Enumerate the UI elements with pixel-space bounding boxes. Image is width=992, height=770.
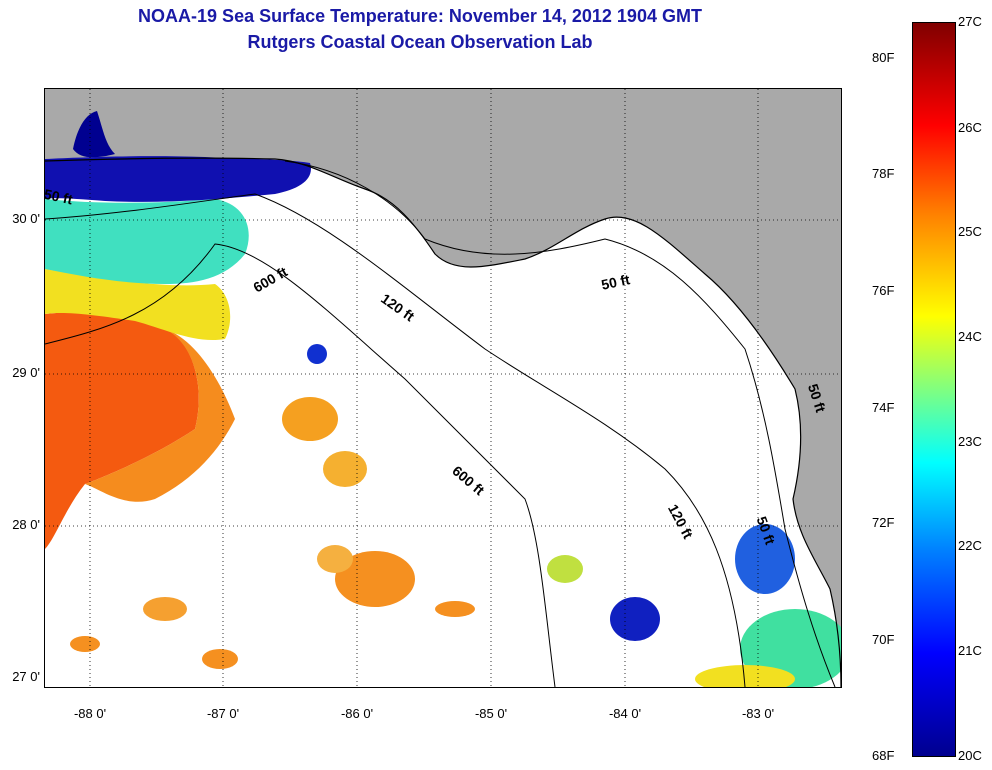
sst-map[interactable]: 50 ft 600 ft 120 ft 50 ft 600 ft 120 ft … — [44, 88, 842, 688]
colorbar-label-f: 78F — [872, 166, 895, 181]
contour-600ft — [45, 243, 556, 687]
lon-label: -86 0' — [340, 706, 374, 721]
lat-label: 29 0' — [12, 365, 40, 380]
sst-patch — [735, 524, 795, 594]
colorbar-label-c: 21C — [958, 643, 982, 658]
temperature-colorbar — [912, 22, 956, 757]
contour-label: 50 ft — [45, 186, 74, 208]
colorbar-label-c: 22C — [958, 538, 982, 553]
sst-cold-bay — [73, 111, 115, 158]
lat-label: 28 0' — [12, 517, 40, 532]
sst-patch — [435, 601, 475, 617]
sst-patch — [547, 555, 583, 583]
sst-patch — [70, 636, 100, 652]
sst-patch — [202, 649, 238, 669]
colorbar-label-c: 23C — [958, 434, 982, 449]
sst-orange-region — [85, 329, 235, 502]
sst-cold-nearshore — [45, 156, 311, 202]
sst-patch — [695, 665, 795, 687]
sst-patch — [610, 597, 660, 641]
sst-warm-region — [45, 312, 199, 549]
sst-patch — [335, 551, 415, 607]
coastline — [45, 157, 841, 687]
sst-yellow-band — [45, 269, 231, 340]
colorbar-label-c: 24C — [958, 329, 982, 344]
lat-label: 27 0' — [12, 669, 40, 684]
colorbar-label-f: 70F — [872, 632, 895, 647]
colorbar-label-f: 68F — [872, 748, 895, 763]
sst-patch — [282, 397, 338, 441]
colorbar-label-f: 74F — [872, 400, 895, 415]
colorbar-label-c: 27C — [958, 14, 982, 29]
sst-cyan-band — [45, 199, 249, 284]
chart-title: NOAA-19 Sea Surface Temperature: Novembe… — [138, 6, 702, 26]
lon-label: -88 0' — [73, 706, 107, 721]
sst-patch — [143, 597, 187, 621]
colorbar-label-f: 76F — [872, 283, 895, 298]
colorbar-label-c: 20C — [958, 748, 982, 763]
colorbar-label-f: 72F — [872, 515, 895, 530]
lat-label: 30 0' — [12, 211, 40, 226]
colorbar-label-f: 80F — [872, 50, 895, 65]
lon-label: -84 0' — [608, 706, 642, 721]
sst-patch — [323, 451, 367, 487]
contour-label: 50 ft — [600, 271, 632, 293]
sst-patch — [317, 545, 353, 573]
sst-patch — [307, 344, 327, 364]
graticule — [45, 89, 841, 687]
lon-label: -83 0' — [741, 706, 775, 721]
lon-label: -87 0' — [206, 706, 240, 721]
lon-label: -85 0' — [474, 706, 508, 721]
contour-120ft — [45, 193, 746, 687]
colorbar-label-c: 26C — [958, 120, 982, 135]
chart-subtitle: Rutgers Coastal Ocean Observation Lab — [247, 32, 593, 52]
gulf-water — [45, 158, 841, 687]
colorbar-label-c: 25C — [958, 224, 982, 239]
